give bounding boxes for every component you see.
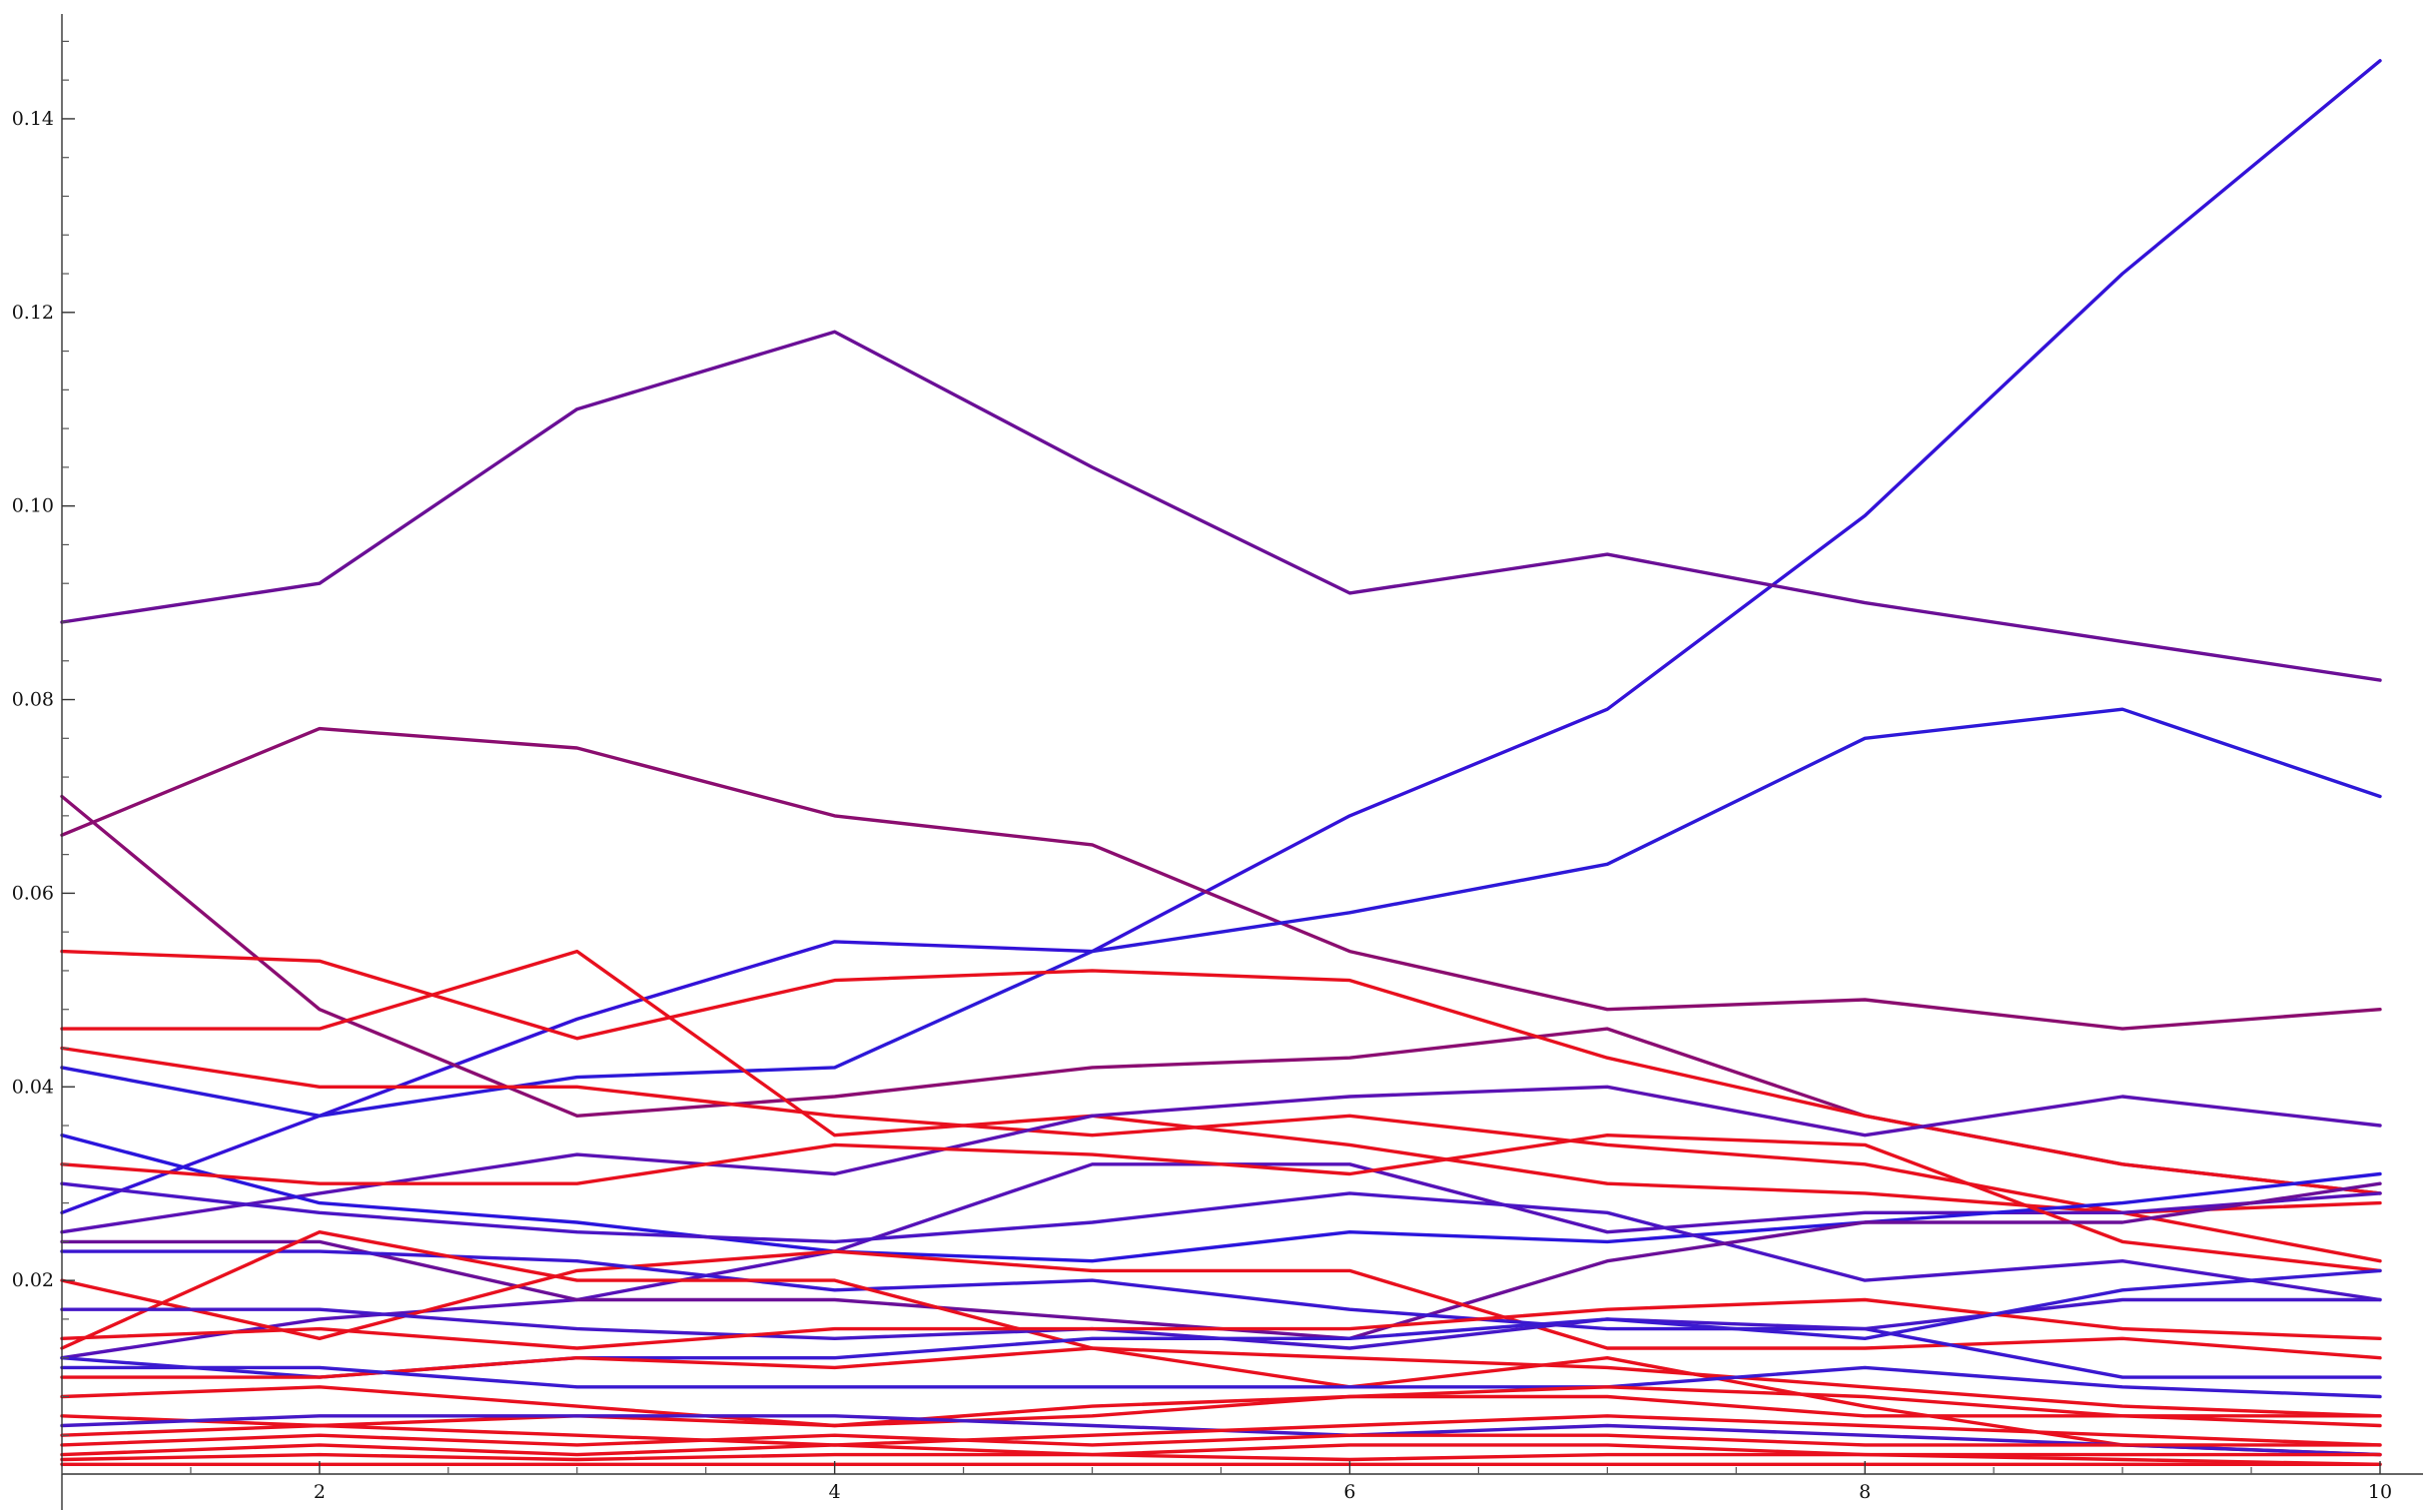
series-line-6	[60, 949, 2382, 1195]
series-lines	[60, 59, 2382, 1467]
series-line-12	[60, 1133, 2382, 1273]
x-tick-label: 8	[1859, 1481, 1871, 1503]
y-tick-label: 0.08	[12, 689, 54, 711]
series-line-29	[60, 1452, 2382, 1467]
y-tick-label: 0.12	[12, 302, 54, 324]
series-line-23	[60, 1385, 2382, 1428]
series-line-8	[60, 1046, 2382, 1263]
series-line-13	[60, 1181, 2382, 1302]
y-tick-label: 0.10	[12, 495, 54, 517]
x-tick-label: 10	[2368, 1481, 2392, 1503]
y-tick-label: 0.04	[12, 1076, 54, 1098]
y-tick-label: 0.02	[12, 1269, 54, 1291]
series-line-27	[60, 1433, 2382, 1447]
series-line-4	[60, 794, 2382, 1195]
series-line-22	[60, 1365, 2382, 1399]
series-line-1	[60, 59, 2382, 1215]
series-line-11	[60, 1133, 2382, 1263]
y-tick-label: 0.14	[12, 108, 54, 130]
series-line-21	[60, 1346, 2382, 1418]
series-line-28	[60, 1443, 2382, 1457]
series-line-7	[60, 949, 2382, 1215]
series-line-9	[60, 1085, 2382, 1234]
series-line-2	[60, 330, 2382, 682]
series-line-26	[60, 1414, 2382, 1447]
axes: 2 4 6 8 10 0.02 0.04 0.06 0.08 0.10 0.12 0.14	[12, 14, 2423, 1510]
y-tick-label: 0.06	[12, 882, 54, 904]
series-line-3	[60, 726, 2382, 1031]
series-line-17	[60, 1229, 2382, 1457]
series-line-15	[60, 1249, 2382, 1360]
series-line-24	[60, 1385, 2382, 1428]
x-tick-label: 4	[829, 1481, 841, 1503]
x-tick-label: 6	[1343, 1481, 1355, 1503]
series-line-5	[60, 707, 2382, 1119]
x-tick-label: 2	[314, 1481, 326, 1503]
